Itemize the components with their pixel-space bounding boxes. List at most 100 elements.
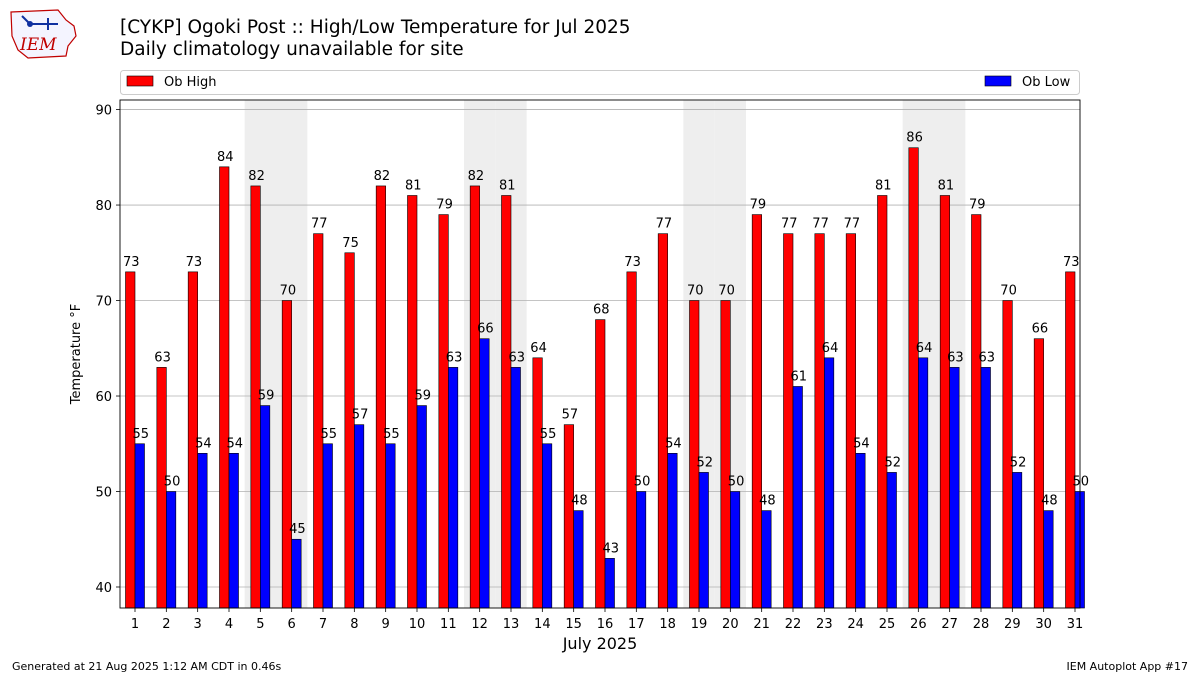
bar-low	[416, 405, 427, 609]
data-label-high: 79	[750, 198, 767, 213]
title-line-1: [CYKP] Ogoki Post :: High/Low Temperatur…	[120, 17, 631, 38]
data-label-low: 50	[634, 475, 651, 490]
x-tick-label: 12	[471, 617, 488, 632]
y-tick-label: 60	[95, 390, 112, 405]
data-label-high: 73	[123, 255, 140, 270]
data-label-low: 54	[195, 436, 212, 451]
data-label-low: 52	[696, 455, 713, 470]
data-label-low: 48	[571, 494, 588, 509]
bar-low	[792, 386, 803, 609]
legend-swatch-high	[126, 75, 154, 87]
data-label-high: 84	[217, 150, 234, 165]
app-id: IEM Autoplot App #17	[1066, 660, 1189, 673]
data-label-low: 55	[383, 427, 400, 442]
bar-high	[595, 319, 606, 609]
x-tick-label: 1	[131, 617, 139, 632]
data-label-low: 45	[289, 522, 306, 537]
data-label-high: 75	[342, 236, 359, 251]
data-label-low: 48	[759, 494, 776, 509]
bar-low	[385, 443, 396, 609]
data-label-low: 52	[884, 455, 901, 470]
x-tick-label: 20	[722, 617, 739, 632]
data-label-high: 70	[280, 284, 297, 299]
data-label-low: 54	[226, 436, 243, 451]
data-label-low: 48	[1041, 494, 1058, 509]
data-label-low: 50	[728, 475, 745, 490]
data-label-low: 64	[822, 341, 839, 356]
bar-low	[291, 538, 302, 609]
data-label-low: 59	[258, 389, 275, 404]
bar-low	[855, 453, 866, 609]
data-label-low: 63	[446, 350, 463, 365]
bar-low	[322, 443, 333, 609]
data-label-high: 73	[1063, 255, 1080, 270]
x-tick-label: 18	[659, 617, 676, 632]
bar-high	[845, 233, 856, 609]
bar-low	[1012, 472, 1023, 609]
y-tick-label: 80	[95, 199, 112, 214]
bar-low	[197, 453, 208, 609]
data-label-high: 81	[938, 178, 955, 193]
bar-high	[532, 357, 543, 609]
legend-swatch-low	[984, 75, 1012, 87]
bar-low	[761, 510, 772, 609]
bar-low	[698, 472, 709, 609]
bar-high	[219, 166, 230, 609]
chart-title: [CYKP] Ogoki Post :: High/Low Temperatur…	[120, 17, 631, 61]
bar-low	[667, 453, 678, 609]
bar-low	[510, 367, 521, 609]
bar-high	[1033, 338, 1044, 609]
x-tick-label: 19	[691, 617, 708, 632]
bar-low	[949, 367, 960, 609]
bar-high	[1065, 271, 1076, 609]
bar-high	[563, 424, 574, 609]
legend-box	[120, 70, 1080, 95]
data-label-low: 59	[414, 389, 431, 404]
bar-high	[939, 195, 950, 609]
bar-high	[720, 300, 731, 609]
data-label-high: 57	[562, 408, 579, 423]
bar-high	[281, 300, 292, 609]
bar-low	[354, 424, 365, 609]
x-tick-label: 7	[319, 617, 327, 632]
x-tick-label: 29	[1004, 617, 1021, 632]
y-tick-label: 70	[95, 295, 112, 310]
x-tick-label: 16	[597, 617, 614, 632]
bar-low	[636, 491, 647, 609]
plot-frame	[119, 99, 1081, 609]
data-label-low: 43	[602, 541, 619, 556]
bar-high	[438, 214, 449, 609]
bar-low	[824, 357, 835, 609]
data-label-high: 64	[530, 341, 547, 356]
x-tick-label: 25	[879, 617, 896, 632]
x-tick-label: 3	[194, 617, 202, 632]
x-tick-label: 15	[565, 617, 582, 632]
data-label-high: 79	[969, 198, 986, 213]
data-label-high: 77	[311, 217, 328, 232]
generated-timestamp: Generated at 21 Aug 2025 1:12 AM CDT in …	[12, 660, 282, 673]
data-label-low: 61	[790, 369, 807, 384]
data-label-high: 77	[781, 217, 798, 232]
x-tick-label: 21	[753, 617, 770, 632]
bar-low	[166, 491, 177, 609]
data-label-high: 86	[906, 131, 923, 146]
data-label-high: 79	[436, 198, 453, 213]
bar-low	[542, 443, 553, 609]
bar-low	[1043, 510, 1054, 609]
data-label-high: 70	[1000, 284, 1017, 299]
bar-high	[313, 233, 324, 609]
bar-low	[479, 338, 490, 609]
data-label-low: 52	[1010, 455, 1027, 470]
x-tick-label: 6	[288, 617, 296, 632]
title-line-2: Daily climatology unavailable for site	[120, 39, 464, 60]
y-tick-label: 40	[95, 581, 112, 596]
data-label-low: 55	[540, 427, 557, 442]
data-label-low: 50	[164, 475, 181, 490]
data-label-high: 73	[624, 255, 641, 270]
data-label-high: 77	[656, 217, 673, 232]
data-label-high: 70	[718, 284, 735, 299]
y-axis-label: Temperature °F	[69, 304, 84, 405]
bar-high	[751, 214, 762, 609]
data-label-high: 81	[405, 178, 422, 193]
